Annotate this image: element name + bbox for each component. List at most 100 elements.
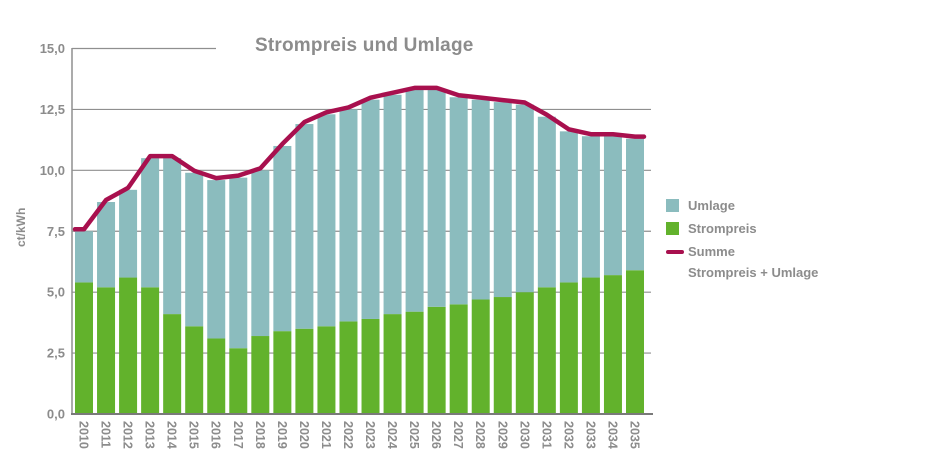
bar-strompreis-2018 bbox=[251, 336, 270, 414]
legend-item-strompreis: Strompreis bbox=[666, 222, 936, 236]
bar-strompreis-2033 bbox=[581, 277, 600, 414]
bar-strompreis-2023 bbox=[361, 318, 380, 414]
bar-strompreis-2029 bbox=[493, 297, 512, 414]
bar-umlage-2023 bbox=[361, 99, 380, 319]
x-tick-label-2021: 2021 bbox=[319, 421, 333, 449]
x-tick-label-2020: 2020 bbox=[297, 421, 311, 449]
bar-strompreis-2028 bbox=[471, 299, 490, 414]
x-tick-label-2012: 2012 bbox=[121, 421, 135, 449]
x-tick-label-2023: 2023 bbox=[363, 421, 377, 449]
bar-strompreis-2022 bbox=[339, 321, 358, 414]
bar-umlage-2011 bbox=[97, 202, 116, 288]
bar-strompreis-2030 bbox=[515, 292, 534, 414]
bar-strompreis-2024 bbox=[383, 314, 402, 414]
x-tick-label-2013: 2013 bbox=[143, 421, 157, 449]
y-tick-label: 15,0 bbox=[40, 41, 65, 56]
x-tick-label-2029: 2029 bbox=[495, 421, 509, 449]
legend-label-summe: Summe Strompreis + Umlage bbox=[688, 245, 818, 280]
umlage-swatch-icon bbox=[666, 199, 679, 212]
legend-label-summe-line1: Summe bbox=[688, 244, 735, 259]
chart-title: Strompreis und Umlage bbox=[216, 30, 676, 62]
bar-umlage-2033 bbox=[581, 136, 600, 278]
bar-umlage-2026 bbox=[427, 89, 446, 307]
x-tick-label-2015: 2015 bbox=[187, 421, 201, 449]
bar-umlage-2020 bbox=[295, 124, 314, 329]
x-tick-label-2016: 2016 bbox=[209, 421, 223, 449]
bar-umlage-2019 bbox=[273, 145, 292, 332]
bar-strompreis-2011 bbox=[97, 287, 116, 414]
bar-umlage-2029 bbox=[493, 102, 512, 298]
x-tick-label-2030: 2030 bbox=[517, 421, 531, 449]
bar-umlage-2030 bbox=[515, 104, 534, 293]
y-tick-label: 12,5 bbox=[40, 102, 65, 117]
x-tick-label-2011: 2011 bbox=[99, 421, 113, 448]
x-tick-label-2027: 2027 bbox=[451, 421, 465, 449]
bar-strompreis-2016 bbox=[207, 338, 226, 414]
bar-strompreis-2015 bbox=[185, 326, 204, 414]
bar-strompreis-2019 bbox=[273, 331, 292, 414]
bar-umlage-2018 bbox=[251, 170, 270, 337]
x-tick-label-2033: 2033 bbox=[583, 421, 597, 449]
y-tick-label: 2,5 bbox=[47, 346, 65, 361]
bar-strompreis-2031 bbox=[537, 287, 556, 414]
bar-umlage-2012 bbox=[119, 189, 138, 278]
bar-umlage-2025 bbox=[405, 89, 424, 312]
y-tick-label: 10,0 bbox=[40, 163, 65, 178]
bar-umlage-2035 bbox=[626, 138, 644, 271]
bar-strompreis-2017 bbox=[229, 348, 248, 414]
bar-umlage-2010 bbox=[75, 231, 93, 283]
bar-umlage-2022 bbox=[339, 109, 358, 322]
bar-umlage-2015 bbox=[185, 172, 204, 327]
bar-umlage-2024 bbox=[383, 94, 402, 315]
legend-label-umlage: Umlage bbox=[688, 198, 735, 213]
y-tick-label: 0,0 bbox=[47, 407, 65, 422]
bar-umlage-2016 bbox=[207, 180, 226, 339]
x-tick-label-2010: 2010 bbox=[77, 421, 91, 449]
x-tick-label-2034: 2034 bbox=[605, 421, 619, 449]
x-tick-label-2022: 2022 bbox=[341, 421, 355, 449]
x-tick-label-2014: 2014 bbox=[165, 421, 179, 449]
x-tick-label-2017: 2017 bbox=[231, 421, 245, 449]
bar-strompreis-2012 bbox=[119, 277, 138, 414]
x-tick-label-2024: 2024 bbox=[385, 421, 399, 449]
legend: Umlage Strompreis Summe Strompreis + Umla… bbox=[666, 199, 936, 280]
bar-umlage-2013 bbox=[141, 158, 160, 288]
bar-umlage-2028 bbox=[471, 99, 490, 300]
legend-item-umlage: Umlage bbox=[666, 199, 936, 213]
x-tick-label-2032: 2032 bbox=[561, 421, 575, 449]
bar-strompreis-2035 bbox=[626, 270, 644, 414]
x-tick-label-2035: 2035 bbox=[628, 421, 642, 449]
bar-strompreis-2013 bbox=[141, 287, 160, 414]
x-tick-label-2026: 2026 bbox=[429, 421, 443, 449]
bar-strompreis-2020 bbox=[295, 328, 314, 414]
bar-umlage-2034 bbox=[603, 136, 622, 276]
x-tick-label-2018: 2018 bbox=[253, 421, 267, 449]
bar-strompreis-2014 bbox=[163, 314, 182, 414]
bar-strompreis-2034 bbox=[603, 275, 622, 414]
bar-umlage-2017 bbox=[229, 177, 248, 349]
legend-item-summe: Summe Strompreis + Umlage bbox=[666, 245, 936, 280]
x-tick-label-2025: 2025 bbox=[407, 421, 421, 449]
y-tick-label: 7,5 bbox=[47, 224, 65, 239]
bar-strompreis-2025 bbox=[405, 311, 424, 414]
bar-strompreis-2027 bbox=[449, 304, 468, 414]
bar-umlage-2032 bbox=[559, 131, 578, 283]
bar-umlage-2021 bbox=[317, 114, 336, 327]
bar-umlage-2014 bbox=[163, 158, 182, 315]
legend-label-summe-line2: Strompreis + Umlage bbox=[688, 265, 819, 280]
summe-line bbox=[72, 85, 647, 232]
summe-swatch-wrap bbox=[666, 245, 688, 254]
bar-umlage-2027 bbox=[449, 97, 468, 305]
bar-strompreis-2026 bbox=[427, 306, 446, 414]
strompreis-swatch-icon bbox=[666, 222, 679, 235]
x-tick-label-2028: 2028 bbox=[473, 421, 487, 449]
legend-label-strompreis: Strompreis bbox=[688, 221, 757, 236]
bar-umlage-2031 bbox=[537, 116, 556, 288]
y-axis-label: ct/kWh bbox=[14, 207, 28, 247]
bar-strompreis-2010 bbox=[75, 282, 93, 414]
bar-strompreis-2021 bbox=[317, 326, 336, 414]
x-tick-label-2031: 2031 bbox=[539, 421, 553, 449]
x-tick-label-2019: 2019 bbox=[275, 421, 289, 449]
